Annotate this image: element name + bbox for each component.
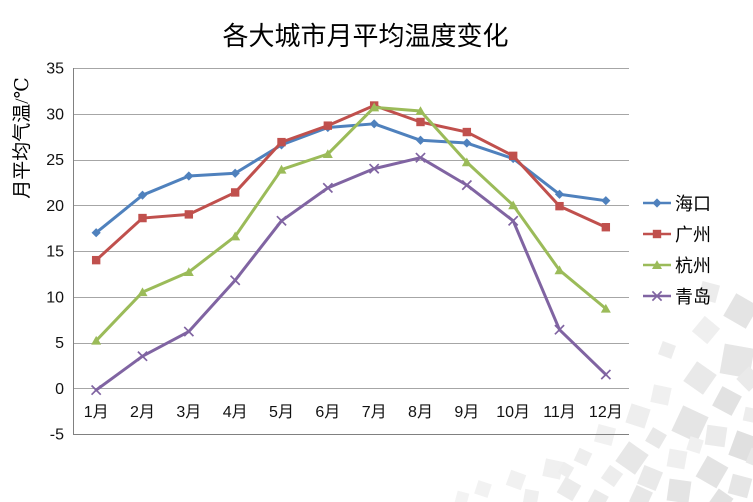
legend-marker-qingdao [643, 290, 671, 301]
marker-hangzhou-8月 [415, 106, 426, 116]
legend-marker-guangzhou [643, 229, 671, 238]
marker-haikou-12月 [601, 196, 611, 206]
marker-guangzhou-2月 [138, 213, 147, 223]
marker-hangzhou-2月 [137, 287, 148, 297]
legend-item-haikou: 海口 [642, 187, 711, 218]
marker-haikou-4月 [230, 168, 240, 178]
marker-qingdao-2月 [137, 351, 148, 362]
marker-guangzhou-9月 [462, 127, 472, 137]
marker-hangzhou-7月 [369, 102, 380, 112]
legend-label-hangzhou: 杭州 [675, 255, 711, 276]
marker-haikou-8月 [415, 135, 426, 145]
marker-guangzhou-4月 [230, 188, 240, 197]
y-tick-label: -5 [50, 427, 64, 444]
marker-qingdao-12月 [600, 369, 612, 380]
x-tick-label: 4月 [223, 404, 248, 421]
y-tick-label: 25 [46, 152, 64, 169]
legend: 海口 广州 杭州 青岛 [642, 187, 711, 311]
marker-hangzhou-12月 [600, 303, 611, 313]
marker-guangzhou-1月 [91, 255, 101, 265]
x-tick-label: 7月 [362, 404, 387, 421]
legend-item-qingdao: 青岛 [642, 280, 711, 311]
legend-label-guangzhou: 广州 [675, 224, 711, 245]
x-tick-label: 5月 [269, 404, 294, 421]
series-line-hangzhou [94, 105, 608, 343]
legend-item-guangzhou: 广州 [642, 218, 711, 249]
legend-marker-haikou [643, 197, 671, 208]
marker-qingdao-4月 [229, 275, 241, 286]
marker-guangzhou-11月 [555, 201, 564, 211]
x-tick-label: 12月 [589, 404, 623, 421]
marker-hangzhou-10月 [508, 200, 519, 210]
marker-guangzhou-3月 [184, 210, 194, 219]
x-tick-label: 1月 [84, 404, 109, 421]
marker-guangzhou-12月 [601, 223, 611, 232]
marker-guangzhou-6月 [323, 121, 333, 130]
x-tick-label: 11月 [543, 404, 576, 421]
y-axis-title: 月平均气温/℃ [12, 77, 33, 199]
series-line-qingdao [94, 156, 608, 392]
marker-legend-qingdao [651, 290, 663, 301]
marker-hangzhou-9月 [461, 157, 472, 167]
legend-label-qingdao: 青岛 [675, 286, 711, 307]
marker-qingdao-6月 [322, 182, 334, 194]
marker-legend-hangzhou [652, 259, 662, 269]
marker-hangzhou-11月 [554, 265, 565, 275]
marker-qingdao-3月 [183, 326, 195, 337]
marker-hangzhou-1月 [91, 335, 102, 345]
chart-title: 各大城市月平均温度变化 [222, 22, 509, 51]
y-tick-label: 0 [55, 381, 64, 398]
legend-label-haikou: 海口 [675, 193, 711, 214]
marker-hangzhou-6月 [322, 149, 333, 159]
marker-haikou-11月 [554, 189, 565, 199]
marker-qingdao-1月 [90, 384, 102, 396]
x-tick-label: 8月 [408, 404, 433, 421]
marker-guangzhou-8月 [416, 117, 425, 127]
marker-qingdao-11月 [554, 324, 565, 335]
legend-marker-hangzhou [643, 259, 671, 269]
marker-haikou-2月 [137, 190, 148, 200]
x-tick-label: 9月 [454, 404, 479, 421]
marker-qingdao-5月 [276, 215, 287, 227]
marker-haikou-9月 [462, 138, 472, 148]
y-tick-label: 35 [46, 61, 64, 78]
marker-qingdao-7月 [368, 163, 380, 174]
x-tick-label: 6月 [315, 404, 340, 421]
series-line-guangzhou [94, 104, 608, 262]
marker-haikou-7月 [369, 119, 379, 129]
marker-qingdao-10月 [507, 215, 519, 227]
x-tick-label: 3月 [176, 404, 201, 421]
x-tick-label: 2月 [130, 404, 155, 421]
y-tick-label: 15 [46, 244, 64, 261]
marker-guangzhou-10月 [508, 151, 518, 161]
x-tick-label: 10月 [496, 404, 530, 421]
marker-haikou-3月 [184, 171, 194, 181]
y-tick-label: 20 [46, 198, 64, 215]
marker-qingdao-9月 [461, 179, 473, 191]
marker-hangzhou-4月 [230, 231, 241, 241]
marker-qingdao-8月 [415, 152, 426, 163]
marker-legend-guangzhou [652, 229, 662, 238]
marker-hangzhou-3月 [183, 267, 194, 277]
y-tick-label: 10 [46, 289, 64, 306]
y-tick-label: 5 [55, 335, 64, 352]
marker-haikou-1月 [91, 228, 101, 238]
marker-hangzhou-5月 [276, 164, 287, 174]
marker-legend-haikou [652, 197, 662, 208]
legend-item-hangzhou: 杭州 [642, 249, 711, 280]
y-tick-label: 30 [46, 106, 64, 123]
marker-guangzhou-5月 [277, 137, 286, 147]
